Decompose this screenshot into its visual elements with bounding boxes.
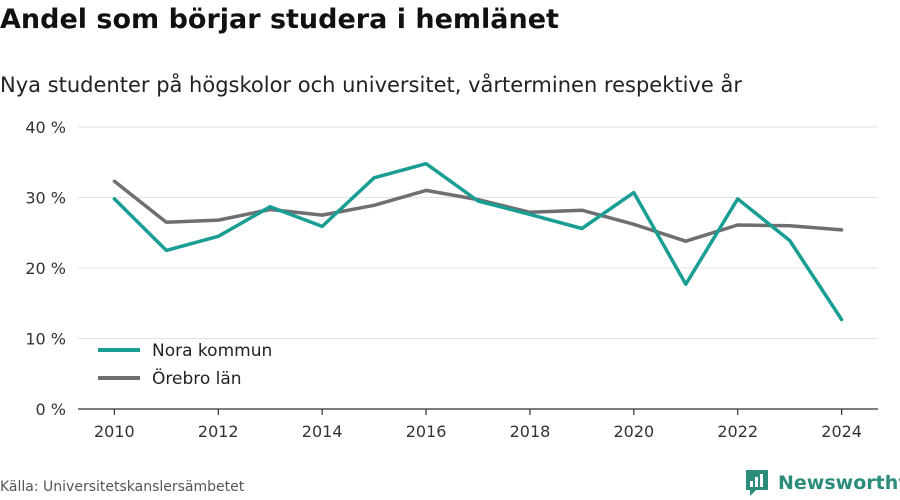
x-tick-label: 2020 <box>613 422 654 441</box>
legend-label: Örebro län <box>152 367 242 389</box>
legend: Nora kommun Örebro län <box>98 341 272 389</box>
x-axis: 2010 2012 2014 2016 2018 2020 2022 2024 <box>78 408 878 441</box>
y-tick-label: 10 % <box>25 330 66 349</box>
y-tick-label: 30 % <box>25 189 66 208</box>
legend-label: Nora kommun <box>152 341 272 361</box>
chart-subtitle: Nya studenter på högskolor och universit… <box>0 73 742 97</box>
gridlines <box>78 126 878 339</box>
y-tick-label: 0 % <box>36 400 66 419</box>
y-tick-label: 40 % <box>25 118 66 137</box>
y-tick-label: 20 % <box>25 259 66 278</box>
chart-title: Andel som börjar studera i hemlänet <box>0 4 559 35</box>
newsworthy-logo-icon <box>746 470 768 496</box>
brand: Newsworthy <box>744 468 900 498</box>
x-tick-label: 2018 <box>510 422 551 441</box>
x-tick-label: 2024 <box>821 422 862 441</box>
source-note: Källa: Universitetskanslersämbetet <box>0 479 245 495</box>
brand-name: Newsworthy <box>778 472 900 494</box>
x-tick-label: 2022 <box>717 422 758 441</box>
series-line <box>112 161 844 322</box>
x-tick-label: 2016 <box>406 422 447 441</box>
series-lines <box>112 161 844 322</box>
x-tick-label: 2010 <box>94 422 135 441</box>
x-tick-label: 2014 <box>302 422 343 441</box>
x-tick-label: 2012 <box>198 422 239 441</box>
y-axis: 0 % 10 % 20 % 30 % 40 % <box>25 118 66 419</box>
